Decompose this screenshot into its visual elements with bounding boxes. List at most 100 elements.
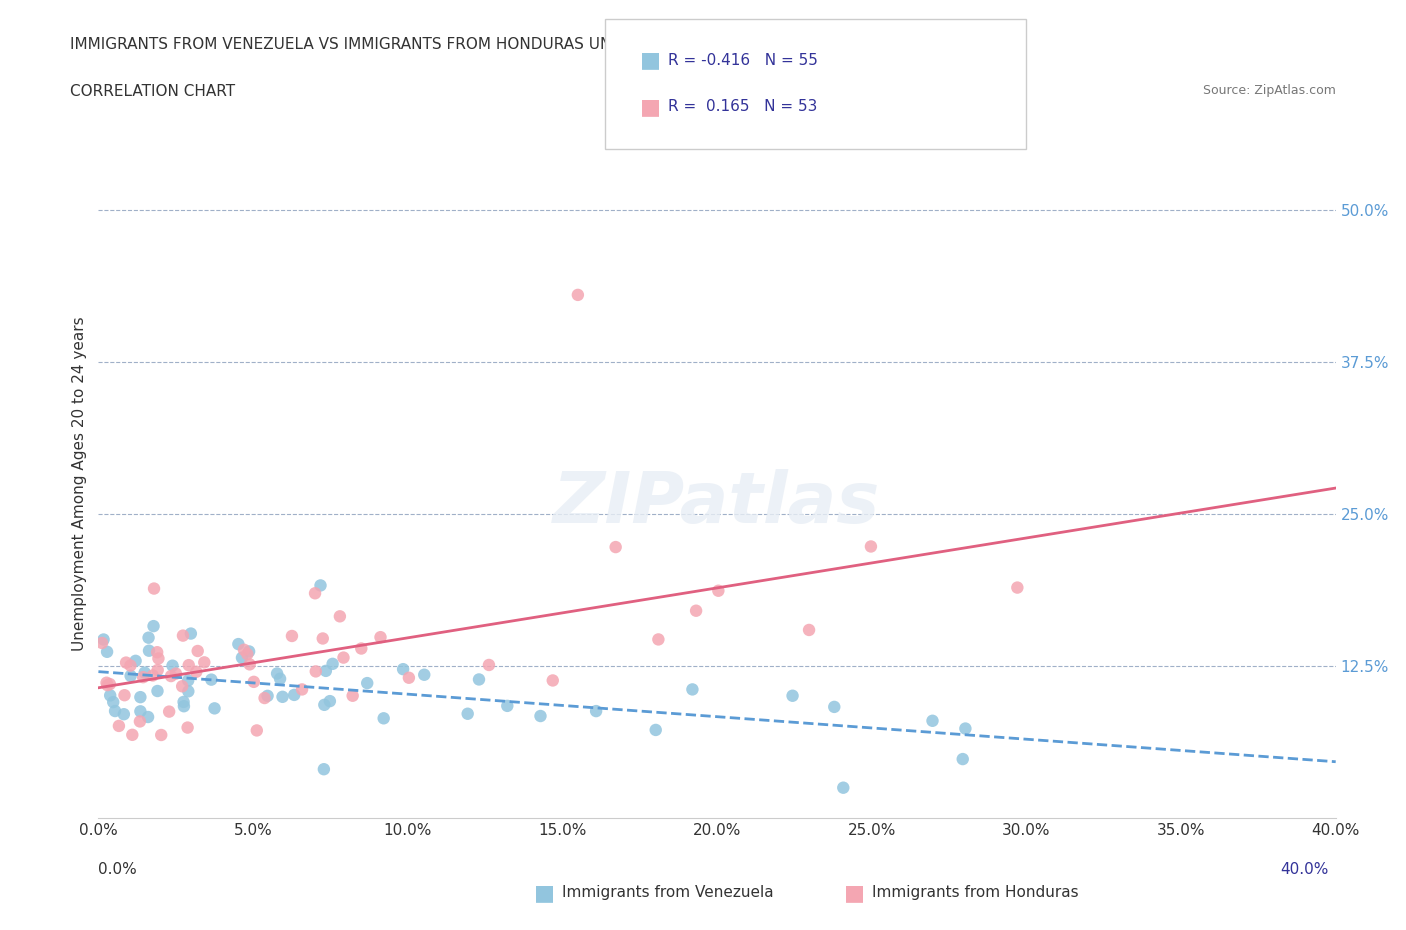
Point <box>685 604 707 618</box>
Point <box>136 710 159 724</box>
Point <box>104 704 127 719</box>
Point <box>138 644 160 658</box>
Point <box>269 671 291 686</box>
Point <box>350 641 373 656</box>
Point <box>529 709 551 724</box>
Point <box>98 688 121 703</box>
Text: ZIPatlas: ZIPatlas <box>554 470 880 538</box>
Point <box>952 751 974 766</box>
Point <box>253 691 276 706</box>
Point <box>921 713 943 728</box>
Point <box>146 684 169 698</box>
Point <box>124 654 146 669</box>
Point <box>177 684 200 698</box>
Point <box>132 670 155 684</box>
Point <box>246 723 269 737</box>
Point <box>356 676 378 691</box>
Text: ■: ■ <box>844 883 865 903</box>
Text: ■: ■ <box>640 97 661 117</box>
Point <box>134 665 156 680</box>
Point <box>541 673 564 688</box>
Point <box>176 720 198 735</box>
Point <box>96 678 118 693</box>
Point <box>204 701 226 716</box>
Point <box>162 658 184 673</box>
Point <box>644 723 666 737</box>
Point <box>314 698 336 712</box>
Point <box>373 711 395 725</box>
Point <box>157 704 180 719</box>
Point <box>312 762 335 777</box>
Point <box>129 704 152 719</box>
Point <box>332 650 354 665</box>
Point <box>172 679 194 694</box>
Point <box>457 706 479 721</box>
Text: IMMIGRANTS FROM VENEZUELA VS IMMIGRANTS FROM HONDURAS UNEMPLOYMENT AMONG AGES 20: IMMIGRANTS FROM VENEZUELA VS IMMIGRANTS … <box>70 37 955 52</box>
Point <box>148 651 170 666</box>
Point <box>91 635 114 650</box>
Point <box>187 644 209 658</box>
Point <box>129 714 152 729</box>
Point <box>304 586 326 601</box>
Point <box>1007 580 1029 595</box>
Point <box>200 672 222 687</box>
Point <box>93 632 115 647</box>
Point <box>173 695 195 710</box>
Point <box>120 658 142 673</box>
Point <box>96 644 118 659</box>
Point <box>256 688 278 703</box>
Point <box>392 662 415 677</box>
Point <box>782 688 804 703</box>
Point <box>231 650 253 665</box>
Point <box>186 664 208 679</box>
Point <box>413 668 436 683</box>
Point <box>129 690 152 705</box>
Point <box>823 699 845 714</box>
Point <box>114 688 136 703</box>
Point <box>103 695 125 710</box>
Point <box>329 609 352 624</box>
Text: CORRELATION CHART: CORRELATION CHART <box>70 84 235 99</box>
Point <box>478 658 501 672</box>
Point <box>309 578 332 592</box>
Point <box>832 780 855 795</box>
Point <box>955 721 977 736</box>
Point <box>797 622 820 637</box>
Point <box>146 662 169 677</box>
Point <box>142 668 165 683</box>
Point <box>160 669 183 684</box>
Point <box>177 658 200 672</box>
Point <box>322 657 344 671</box>
Point <box>859 539 882 554</box>
Point <box>115 655 138 670</box>
Text: ■: ■ <box>640 50 661 71</box>
Point <box>243 674 266 689</box>
Point <box>173 698 195 713</box>
Point <box>468 672 491 687</box>
Point <box>238 644 260 658</box>
Point <box>707 583 730 598</box>
Y-axis label: Unemployment Among Ages 20 to 24 years: Unemployment Among Ages 20 to 24 years <box>72 316 87 651</box>
Point <box>172 628 194 643</box>
Point <box>312 631 335 646</box>
Point <box>96 675 118 690</box>
Point <box>112 707 135 722</box>
Text: R = -0.416   N = 55: R = -0.416 N = 55 <box>668 53 818 68</box>
Point <box>398 671 420 685</box>
Point <box>108 719 131 734</box>
Point <box>266 666 288 681</box>
Point <box>370 630 392 644</box>
Text: Immigrants from Honduras: Immigrants from Honduras <box>872 885 1078 900</box>
Point <box>319 694 342 709</box>
Point <box>315 663 337 678</box>
Text: R =  0.165   N = 53: R = 0.165 N = 53 <box>668 100 817 114</box>
Text: ■: ■ <box>534 883 555 903</box>
Point <box>283 687 305 702</box>
Point <box>228 637 250 652</box>
Point <box>180 626 202 641</box>
Point <box>146 644 169 659</box>
Text: Immigrants from Venezuela: Immigrants from Venezuela <box>562 885 775 900</box>
Point <box>605 539 627 554</box>
Point <box>142 618 165 633</box>
Point <box>165 666 187 681</box>
